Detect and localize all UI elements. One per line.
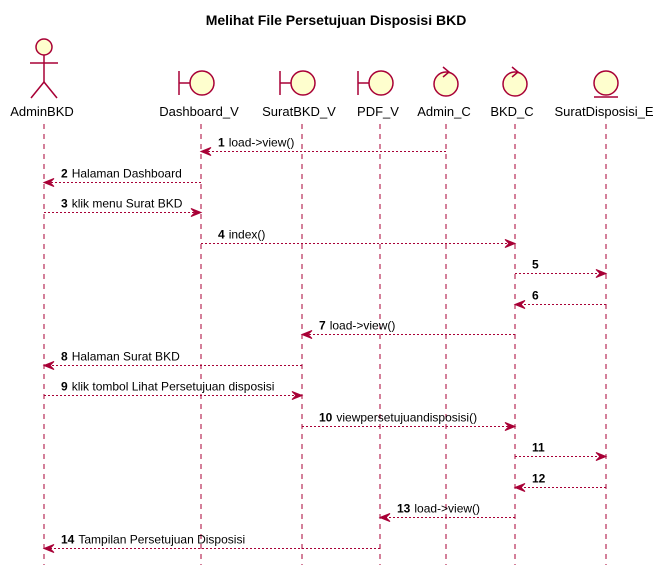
message-label: 13 load->view() [397,502,480,516]
message-text: index() [229,228,266,242]
participant-label: PDF_V [357,104,399,119]
participant-dashboard-v: Dashboard_V [159,70,239,119]
message-14: 14 Tampilan Persetujuan Disposisi [42,533,380,553]
participant-bkd-c: BKD_C [490,66,534,119]
diagram-title: Melihat File Persetujuan Disposisi BKD [206,12,467,28]
arrow-head [199,147,212,156]
message-number: 4 [218,228,225,242]
message-13: 13 load->view() [378,502,515,522]
message-number: 1 [218,136,225,150]
message-7: 7 load->view() [300,319,515,339]
arrow-head [42,178,55,187]
message-number: 3 [61,197,68,211]
message-label: 3 klik menu Surat BKD [61,197,183,211]
message-label: 1 load->view() [218,136,294,150]
participant-label: AdminBKD [10,104,74,119]
message-number: 10 [319,411,333,425]
message-number: 12 [532,472,546,486]
message-label: 8 Halaman Surat BKD [61,350,180,364]
message-1: 1 load->view() [199,136,446,156]
message-11: 11 [515,441,608,461]
message-label: 5 [532,258,539,272]
message-label: 4 index() [218,228,265,242]
lifelines [43,124,607,565]
arrow-head [513,483,526,492]
message-12: 12 [513,472,606,492]
participant-pdf-v: PDF_V [357,70,399,119]
message-6: 6 [513,289,606,309]
control-icon [502,66,528,97]
actor-icon [30,38,58,99]
arrow-head [378,513,391,522]
arrow-head [595,452,608,461]
participant-admin-c: Admin_C [417,66,471,119]
participant-suratbkd-v: SuratBKD_V [262,70,336,119]
message-number: 5 [532,258,539,272]
participant-label: Dashboard_V [159,104,239,119]
arrow-head [595,269,608,278]
message-number: 8 [61,350,68,364]
message-number: 13 [397,502,411,516]
message-text: viewpersetujuandisposisi() [336,411,477,425]
message-label: 14 Tampilan Persetujuan Disposisi [61,533,245,547]
messages: 1 load->view() 2 Halaman Dashboard 3 klik men… [42,136,608,553]
control-icon [433,66,459,97]
message-10: 10 viewpersetujuandisposisi() [302,411,517,431]
participant-adminbkd: AdminBKD [10,38,74,119]
message-5: 5 [515,258,608,278]
message-text: klik menu Surat BKD [72,197,183,211]
boundary-icon [178,70,215,96]
message-label: 11 [532,441,545,455]
message-label: 12 [532,472,546,486]
message-label: 7 load->view() [319,319,395,333]
message-number: 14 [61,533,75,547]
participant-label: SuratDisposisi_E [555,104,654,119]
message-9: 9 klik tombol Lihat Persetujuan disposisi [44,380,304,400]
arrow-head [190,208,203,217]
message-number: 2 [61,167,68,181]
arrow-head [513,300,526,309]
participants: AdminBKD Dashboard_V SuratBKD_V PDF_V Admin_… [10,38,654,119]
message-text: Halaman Dashboard [72,167,182,181]
message-label: 2 Halaman Dashboard [61,167,182,181]
message-text: Tampilan Persetujuan Disposisi [78,533,245,547]
message-3: 3 klik menu Surat BKD [44,197,203,217]
message-4: 4 index() [201,228,517,248]
message-label: 10 viewpersetujuandisposisi() [319,411,477,425]
message-number: 11 [532,441,545,455]
boundary-icon [279,70,316,96]
boundary-icon [357,70,394,96]
message-text: load->view() [229,136,295,150]
participant-label: SuratBKD_V [262,104,336,119]
participant-suratdisposisi-e: SuratDisposisi_E [555,70,654,119]
message-text: load->view() [414,502,480,516]
message-text: klik tombol Lihat Persetujuan disposisi [72,380,275,394]
message-2: 2 Halaman Dashboard [42,167,201,187]
message-label: 6 [532,289,539,303]
arrow-head [504,239,517,248]
participant-label: BKD_C [490,104,533,119]
message-text: load->view() [330,319,396,333]
arrow-head [42,361,55,370]
entity-icon [593,70,619,98]
message-8: 8 Halaman Surat BKD [42,350,302,370]
arrow-head [300,330,313,339]
message-text: Halaman Surat BKD [72,350,180,364]
message-number: 6 [532,289,539,303]
arrow-head [42,544,55,553]
participant-label: Admin_C [417,104,470,119]
message-number: 9 [61,380,68,394]
message-label: 9 klik tombol Lihat Persetujuan disposisi [61,380,274,394]
arrow-head [291,391,304,400]
message-number: 7 [319,319,326,333]
arrow-head [504,422,517,431]
